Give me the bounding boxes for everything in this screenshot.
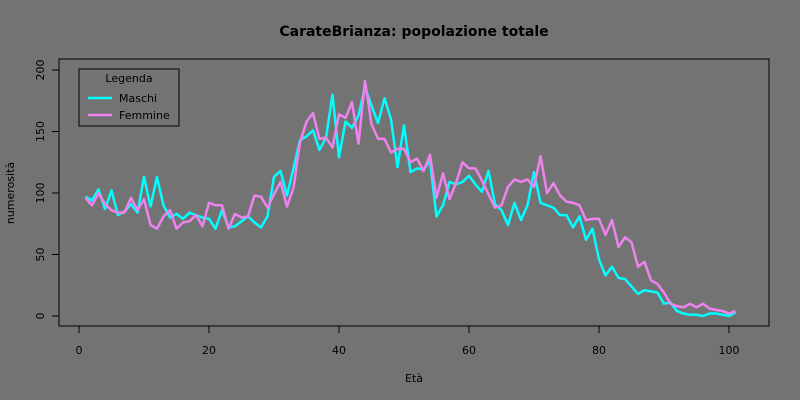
legend-items: Maschi Femmine (88, 92, 170, 122)
series-line-femmine (84, 79, 736, 315)
series-line-maschi (84, 85, 737, 318)
x-tick-label: 0 (76, 344, 83, 357)
y-axis-label: numerosità (4, 162, 17, 224)
x-axis-label: Età (405, 372, 423, 385)
y-tick-label: 200 (34, 60, 47, 81)
y-tick-label: 100 (34, 183, 47, 204)
x-tick-label: 100 (719, 344, 740, 357)
series-layer (84, 79, 737, 318)
x-tick-label: 80 (592, 344, 606, 357)
y-tick-label: 150 (34, 121, 47, 142)
x-tick-label: 20 (202, 344, 216, 357)
legend-label-maschi: Maschi (119, 92, 157, 105)
y-axis: 0 50 100 150 200 (34, 60, 60, 320)
y-tick-label: 0 (34, 313, 47, 320)
chart-title: CarateBrianza: popolazione totale (279, 24, 548, 40)
x-tick-label: 40 (332, 344, 346, 357)
legend-title: Legenda (105, 72, 152, 85)
x-tick-label: 60 (462, 344, 476, 357)
y-tick-label: 50 (34, 248, 47, 262)
legend: Legenda Maschi Femmine (78, 68, 180, 127)
legend-label-femmine: Femmine (119, 109, 170, 122)
x-axis: 0 20 40 60 80 100 (76, 325, 740, 357)
